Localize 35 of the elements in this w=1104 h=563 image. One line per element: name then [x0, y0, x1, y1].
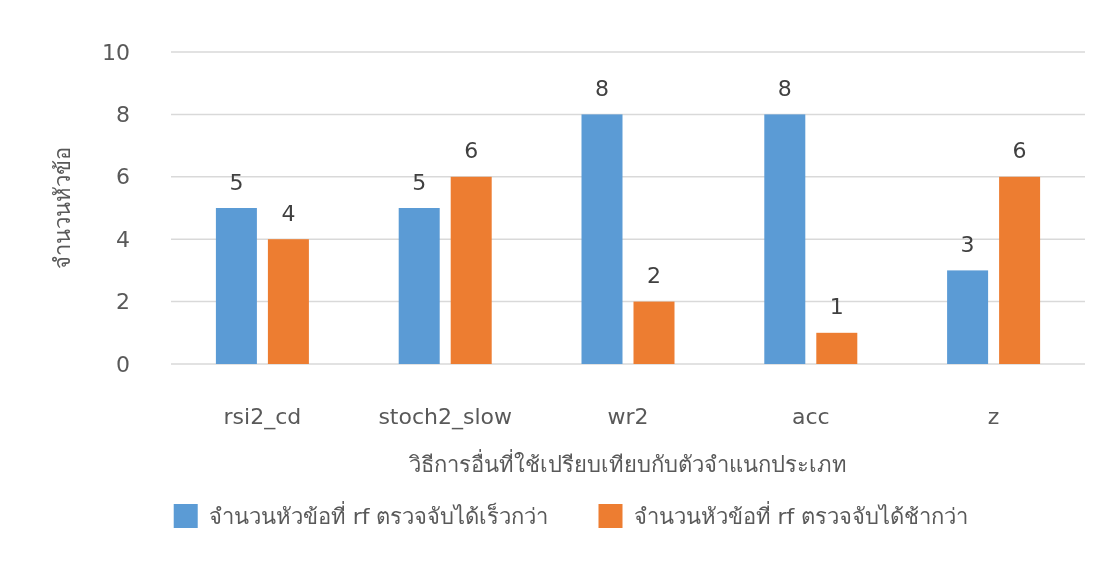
data-label: 3: [960, 231, 975, 257]
data-label: 4: [281, 200, 296, 226]
bar: [816, 332, 858, 364]
bar: [215, 208, 257, 364]
data-label: 6: [464, 138, 479, 164]
y-tick-label: 4: [116, 226, 130, 252]
bar: [267, 239, 309, 364]
bar: [581, 114, 623, 364]
y-tick-label: 6: [116, 164, 130, 190]
bar: [999, 176, 1041, 364]
x-axis-title: วิธีการอื่นที่ใช้เปรียบเทียบกับตัวจำแนกประเภท: [408, 448, 847, 477]
legend-label: จำนวนหัวข้อที่ rf ตรวจจับได้ช้ากว่า: [633, 500, 969, 529]
data-label: 8: [595, 75, 609, 101]
bar: [947, 270, 989, 364]
y-tick-label: 10: [102, 39, 130, 65]
bar: [633, 301, 675, 364]
y-tick-label: 8: [116, 101, 130, 127]
legend-label: จำนวนหัวข้อที่ rf ตรวจจับได้เร็วกว่า: [208, 500, 549, 529]
data-label: 1: [829, 294, 844, 320]
data-label: 5: [412, 169, 427, 195]
x-tick-label: wr2: [607, 403, 649, 429]
data-label: 5: [229, 169, 244, 195]
bar: [398, 208, 440, 364]
bar: [764, 114, 806, 364]
x-tick-label: z: [987, 403, 1000, 429]
y-tick-label: 2: [116, 289, 130, 315]
data-label: 2: [647, 263, 661, 289]
data-label: 6: [1012, 138, 1027, 164]
data-label: 8: [777, 75, 792, 101]
x-tick-label: rsi2_cd: [223, 403, 302, 430]
x-tick-label: acc: [791, 403, 830, 429]
y-axis-title: จำนวนหัวข้อ: [49, 147, 75, 269]
x-tick-label: stoch2_slow: [378, 403, 513, 430]
y-tick-label: 0: [116, 351, 130, 377]
bar: [450, 176, 492, 364]
